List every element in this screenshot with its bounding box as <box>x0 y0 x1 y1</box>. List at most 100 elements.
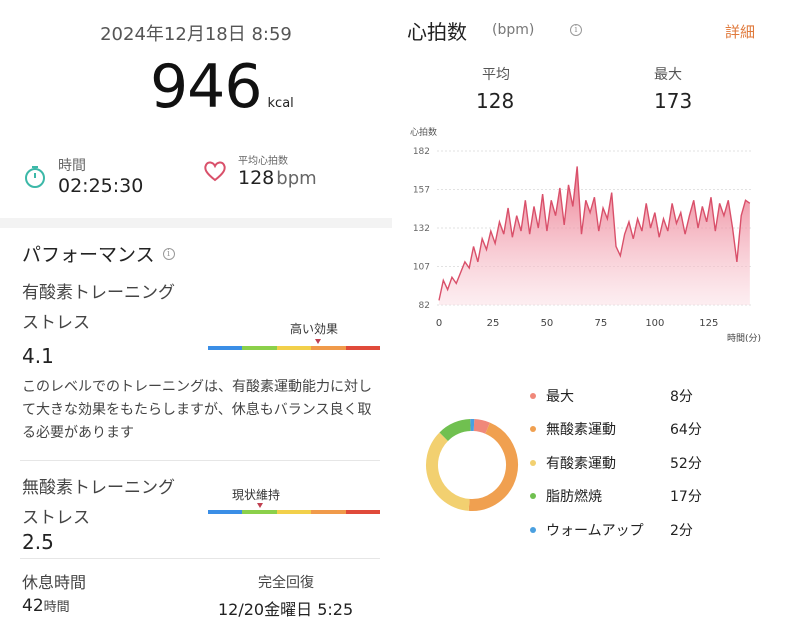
scale-segment <box>345 510 381 514</box>
performance-title: パフォーマンス i <box>22 240 175 267</box>
full-recovery-value: 12/20金曜日 5:25 <box>218 600 354 619</box>
scale-segment <box>242 346 277 350</box>
duration-stat: 時間 02:25:30 <box>22 155 143 197</box>
zone-slice <box>426 432 470 511</box>
zone-slice <box>468 422 518 511</box>
x-tick-label: 50 <box>541 318 554 329</box>
heart-icon <box>204 161 226 181</box>
anaerobic-stress-title-line1: 無酸素トレーニング <box>22 478 175 498</box>
heart-rate-zone-donut <box>426 419 518 511</box>
calories-value: 946 <box>150 52 263 122</box>
zone-legend-item: ウォームアップ <box>530 520 644 540</box>
heart-rate-line <box>438 166 751 301</box>
divider <box>20 558 380 559</box>
zone-minutes: 2分 <box>670 523 693 539</box>
zone-legend-item: 最大 <box>530 386 574 406</box>
x-tick-label: 125 <box>699 318 718 329</box>
calories-unit: kcal <box>267 96 294 111</box>
zone-minutes: 17分 <box>670 489 702 505</box>
aerobic-stress-title-line2: ストレス <box>22 313 90 333</box>
anaerobic-stress-value: 2.5 <box>22 530 54 554</box>
aerobic-stress-title-line1: 有酸素トレーニング <box>22 283 175 303</box>
zone-color-dot <box>530 426 536 432</box>
scale-segment <box>208 346 243 350</box>
zone-slice <box>439 419 472 442</box>
info-icon[interactable]: i <box>570 24 582 36</box>
rest-time-label: 休息時間 <box>22 573 87 592</box>
scale-segment <box>345 346 381 350</box>
info-icon[interactable]: i <box>162 247 175 260</box>
hr-max-label: 最大 <box>654 67 682 83</box>
zone-slice <box>473 419 490 434</box>
duration-value: 02:25:30 <box>58 175 144 197</box>
zone-label: 脂肪燃焼 <box>546 489 602 505</box>
zone-minutes: 64分 <box>670 422 702 438</box>
scale-segment <box>276 510 312 514</box>
scale-segment <box>311 346 346 350</box>
y-tick-label: 182 <box>413 147 430 157</box>
aerobic-scale-bar <box>208 346 381 350</box>
scale-segment <box>311 510 346 514</box>
hr-avg-label: 平均 <box>482 67 510 83</box>
anaerobic-level-label: 現状維持 <box>232 488 281 502</box>
performance-title-text: パフォーマンス <box>22 244 155 266</box>
zone-minutes: 8分 <box>670 389 693 405</box>
anaerobic-scale-bar <box>208 510 381 514</box>
rest-time-number: 42 <box>22 596 44 616</box>
heart-rate-panel: 心拍数 (bpm) i 詳細 平均 128 最大 173 心拍数 182 157 13… <box>392 0 800 633</box>
y-tick-label: 107 <box>413 263 430 273</box>
full-recovery-label: 完全回復 <box>258 575 314 591</box>
rest-time-value: 42時間 <box>22 596 70 616</box>
avg-heart-rate-label: 平均心拍数 <box>238 156 288 167</box>
y-axis-label: 心拍数 <box>410 126 437 138</box>
scale-segment <box>276 346 312 350</box>
y-tick-label: 132 <box>413 224 430 234</box>
x-tick-label: 25 <box>487 318 500 329</box>
heart-rate-unit: (bpm) <box>492 22 535 38</box>
zone-label: 有酸素運動 <box>546 456 616 472</box>
aerobic-level-label: 高い効果 <box>290 322 339 336</box>
details-link[interactable]: 詳細 <box>725 23 756 41</box>
x-tick-label: 75 <box>595 318 608 329</box>
duration-label: 時間 <box>58 158 86 174</box>
zone-label: 最大 <box>546 389 574 405</box>
x-tick-label: 0 <box>436 318 442 329</box>
aerobic-description: このレベルでのトレーニングは、有酸素運動能力に対して大きな効果をもたらしますが、… <box>22 379 372 441</box>
scale-segment <box>208 510 243 514</box>
heart-rate-chart: 心拍数 182 157 132 107 82 0 25 50 75 100 125 時間(分) <box>392 120 800 350</box>
aerobic-stress-title: 有酸素トレーニング ストレス <box>22 278 197 338</box>
divider <box>20 460 380 461</box>
anaerobic-level-marker <box>256 503 263 508</box>
x-tick-label: 100 <box>645 318 664 329</box>
avg-heart-rate-value: 128 <box>238 167 275 189</box>
zone-legend-item: 有酸素運動 <box>530 453 616 473</box>
zone-color-dot <box>530 493 536 499</box>
rest-time-unit: 時間 <box>43 600 70 615</box>
anaerobic-stress-title: 無酸素トレーニング ストレス <box>22 473 197 533</box>
zone-color-dot <box>530 393 536 399</box>
y-tick-label: 157 <box>413 186 430 196</box>
hr-max-value: 173 <box>654 89 693 113</box>
zone-label: ウォームアップ <box>546 523 644 539</box>
zone-color-dot <box>530 460 536 466</box>
hr-avg-value: 128 <box>476 89 515 113</box>
zone-minutes: 52分 <box>670 456 702 472</box>
workout-date: 2024年12月18日 8:59 <box>100 24 292 45</box>
aerobic-level-marker <box>315 339 322 344</box>
calories-display: 946 kcal <box>150 52 294 122</box>
zone-legend-item: 脂肪燃焼 <box>530 486 602 506</box>
workout-summary-panel: 2024年12月18日 8:59 946 kcal 時間 02:25:30 平均… <box>0 0 392 633</box>
anaerobic-stress-title-line2: ストレス <box>22 508 90 528</box>
avg-heart-rate-stat: 平均心拍数 128 bpm <box>202 152 317 189</box>
stopwatch-icon <box>25 166 45 188</box>
heart-rate-chart-svg: 心拍数 182 157 132 107 82 0 25 50 75 100 125 時間(分) <box>410 126 761 344</box>
avg-heart-rate-unit: bpm <box>276 168 317 189</box>
zone-legend-item: 無酸素運動 <box>530 419 616 439</box>
heart-rate-title: 心拍数 <box>407 20 467 44</box>
section-divider <box>0 218 392 228</box>
zone-color-dot <box>530 527 536 533</box>
x-axis-label: 時間(分) <box>727 333 761 344</box>
zone-label: 無酸素運動 <box>546 422 616 438</box>
heart-rate-area <box>439 166 750 305</box>
scale-segment <box>242 510 277 514</box>
